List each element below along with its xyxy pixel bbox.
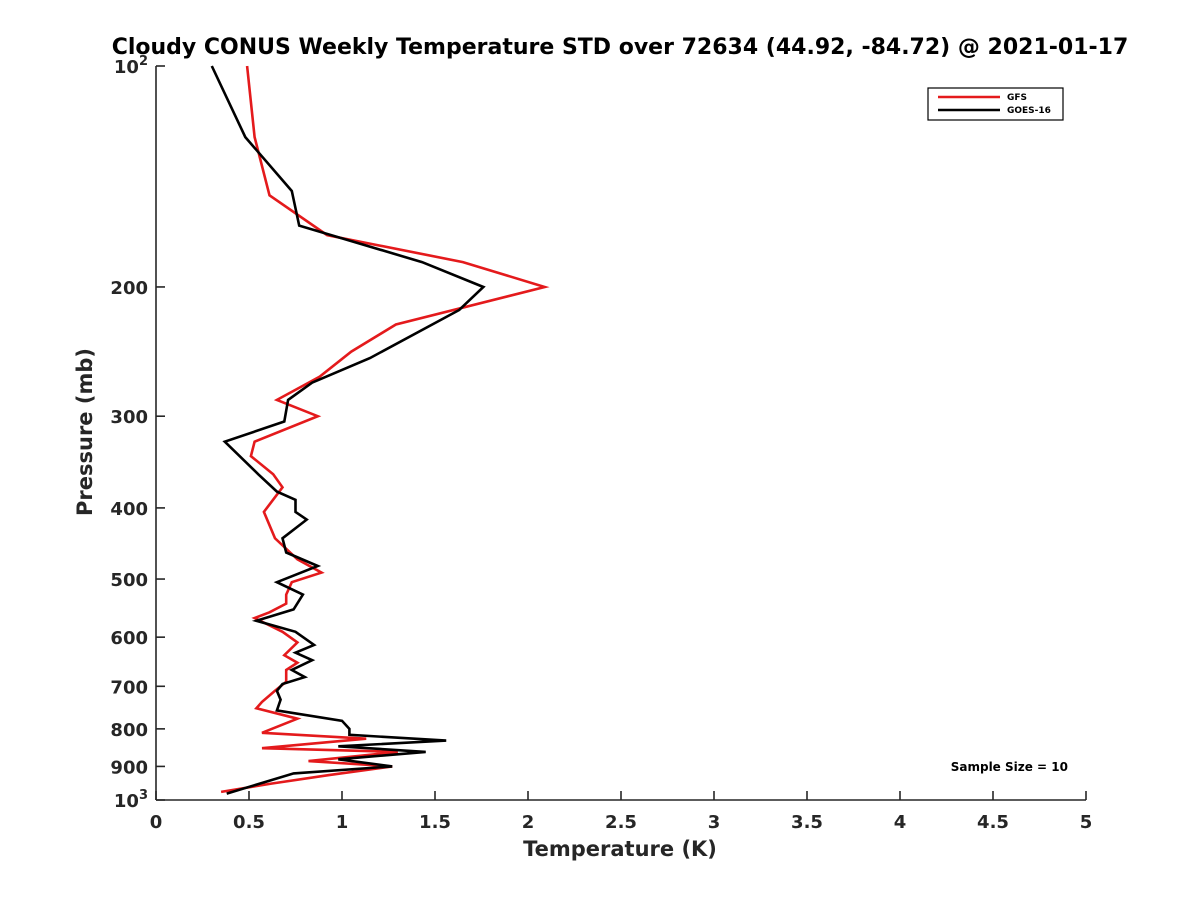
x-tick-label: 4.5 — [977, 812, 1009, 833]
y-tick-label: 103 — [114, 788, 148, 812]
legend-box — [927, 87, 1064, 121]
y-tick-label: 500 — [110, 570, 148, 591]
y-tick-label: 900 — [110, 757, 148, 778]
legend-label: GOES-16 — [1007, 106, 1051, 116]
x-tick-label: 3.5 — [791, 812, 823, 833]
chart-title: Cloudy CONUS Weekly Temperature STD over… — [112, 35, 1129, 60]
x-tick-label: 4 — [894, 812, 907, 833]
series-line-gfs — [220, 65, 550, 794]
x-tick-label: 5 — [1080, 812, 1093, 833]
y-tick-labels: 102 200 300 400 500 600 700 800 900 103 — [110, 54, 148, 812]
x-tick-label: 1 — [336, 812, 349, 833]
y-tick-label: 400 — [110, 499, 148, 520]
x-tick-labels: 0 0.5 1 1.5 2 2.5 3 3.5 4 4.5 5 — [150, 812, 1093, 833]
x-tick-label: 3 — [708, 812, 721, 833]
legend-label: GFS — [1007, 93, 1027, 103]
y-axis-label: Pressure (mb) — [73, 348, 97, 516]
y-tick-label: 300 — [110, 407, 148, 428]
x-tick-label: 0 — [150, 812, 163, 833]
y-tick-label: 102 — [114, 54, 148, 78]
y-tick-label: 700 — [110, 677, 148, 698]
x-tick-label: 2 — [522, 812, 535, 833]
axes — [155, 65, 1087, 801]
x-tick-label: 1.5 — [419, 812, 451, 833]
y-tick-label: 600 — [110, 628, 148, 649]
x-tick-label: 2.5 — [605, 812, 637, 833]
sample-size-annotation: Sample Size = 10 — [951, 760, 1068, 774]
x-tick-label: 0.5 — [233, 812, 265, 833]
y-tick-label: 800 — [110, 720, 148, 741]
x-axis-label: Temperature (K) — [523, 837, 717, 861]
y-tick-label: 200 — [110, 278, 148, 299]
legend: GFS GOES-16 — [927, 87, 1064, 121]
series-line-goes-16 — [210, 65, 486, 795]
plot-area — [210, 65, 550, 795]
